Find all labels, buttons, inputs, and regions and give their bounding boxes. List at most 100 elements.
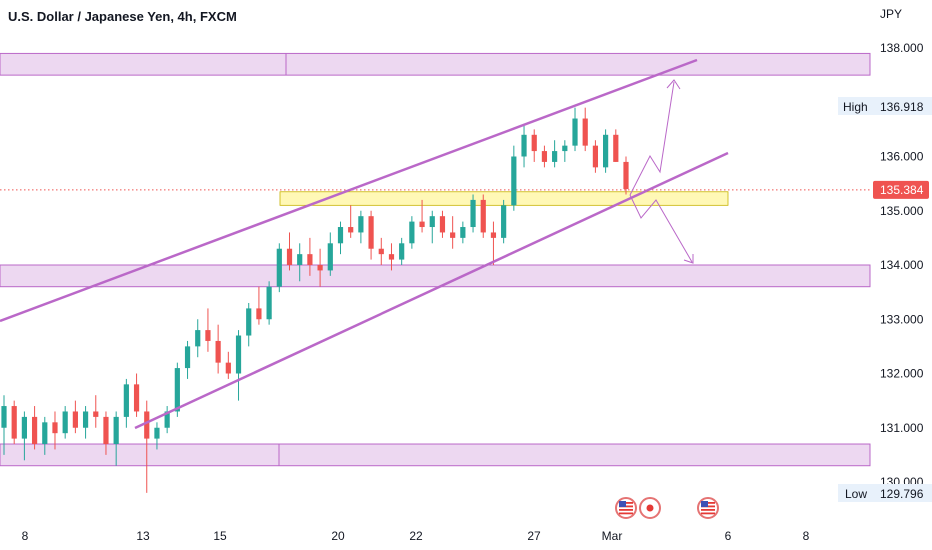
candle xyxy=(368,210,374,260)
flag-stripe xyxy=(701,512,715,515)
candle-body xyxy=(266,286,272,320)
overlays xyxy=(629,79,694,264)
candle xyxy=(552,140,558,168)
candle-body xyxy=(541,151,548,162)
candle-body xyxy=(184,346,191,369)
last-price-tag xyxy=(873,180,929,199)
resistance-zone xyxy=(0,443,871,467)
candle xyxy=(613,129,619,162)
candle-body xyxy=(511,156,517,206)
candle-body xyxy=(623,161,629,190)
candle-body xyxy=(113,416,119,445)
candle-body xyxy=(450,232,456,238)
candle xyxy=(82,406,89,439)
candle-body xyxy=(562,145,568,152)
candle-body xyxy=(521,134,527,157)
candle xyxy=(123,378,129,428)
flag-stripe xyxy=(619,512,633,515)
candle xyxy=(409,216,415,249)
candle-body xyxy=(337,227,344,244)
bullish-projection-path xyxy=(629,81,675,196)
flag-stripe xyxy=(619,509,633,511)
high-value: 136.918 xyxy=(880,100,924,114)
low-value-bg xyxy=(876,484,932,502)
upper-channel-line xyxy=(0,58,698,323)
candle xyxy=(439,210,446,238)
low-label-bg xyxy=(838,484,876,502)
candle-body xyxy=(388,254,395,260)
candle-body xyxy=(21,416,27,439)
y-tick-label: 131.000 xyxy=(880,421,924,435)
candle xyxy=(490,221,497,265)
candle xyxy=(541,145,548,168)
candle-body xyxy=(327,243,333,271)
y-tick-label: 136.000 xyxy=(880,150,924,164)
price-badges: High 136.918 Low 129.796 135.384 xyxy=(838,97,932,502)
candle xyxy=(297,243,303,282)
us-event-icon[interactable] xyxy=(697,497,719,519)
candle-body xyxy=(399,243,405,260)
resistance-zone xyxy=(0,52,871,76)
currency-label: JPY xyxy=(880,7,902,21)
candle-body xyxy=(603,134,609,168)
us-event-icon[interactable] xyxy=(615,497,637,519)
candle-body xyxy=(297,254,303,265)
candle xyxy=(460,221,466,244)
candle xyxy=(144,400,150,493)
candle xyxy=(215,324,221,374)
candle xyxy=(317,248,323,287)
candle xyxy=(623,156,629,195)
candle-body xyxy=(348,227,354,233)
candle-body xyxy=(439,216,446,233)
candle-body xyxy=(613,134,619,162)
candle xyxy=(103,411,109,455)
candle xyxy=(184,340,191,379)
candle-body xyxy=(154,427,160,439)
channel-lines xyxy=(0,58,729,430)
candle-body xyxy=(368,216,374,249)
event-icons[interactable] xyxy=(615,497,719,519)
candle-body xyxy=(358,216,364,233)
candle xyxy=(286,232,293,271)
candle-body xyxy=(572,118,578,146)
candle-body xyxy=(582,118,588,146)
last-price-value: 135.384 xyxy=(880,183,924,197)
price-zones xyxy=(0,52,871,467)
candle-body xyxy=(205,330,211,341)
candle xyxy=(1,395,7,455)
candle xyxy=(470,194,476,233)
japan-event-icon[interactable] xyxy=(639,497,661,519)
candle xyxy=(450,216,456,249)
candle-body xyxy=(490,232,497,238)
candle-body xyxy=(31,416,38,445)
candle-body xyxy=(592,145,599,168)
candle xyxy=(307,237,313,276)
bearish-projection-path xyxy=(629,194,693,263)
candle xyxy=(521,123,527,168)
candle xyxy=(511,145,517,211)
candle-body xyxy=(480,199,486,233)
x-axis: 8 13 15 20 22 27 Mar 6 8 xyxy=(22,529,810,543)
bearish-arrowhead xyxy=(683,254,694,264)
y-tick-label: 135.000 xyxy=(880,204,924,218)
candle-body xyxy=(62,411,68,434)
chart-title: U.S. Dollar / Japanese Yen, 4h, FXCM xyxy=(8,9,237,24)
candle xyxy=(42,416,48,455)
candle xyxy=(31,406,38,450)
candle xyxy=(358,210,364,244)
candle-body xyxy=(531,134,537,152)
candle-body xyxy=(246,308,252,336)
candle xyxy=(327,232,333,276)
candle-body xyxy=(256,308,262,320)
candle-body xyxy=(164,411,170,428)
x-tick-label: 8 xyxy=(22,529,29,543)
high-label: High xyxy=(843,100,868,114)
candle xyxy=(164,406,170,434)
candle-body xyxy=(93,411,99,417)
candle xyxy=(501,199,507,244)
candle xyxy=(154,422,160,450)
candle xyxy=(72,400,78,434)
candle-body xyxy=(52,422,58,434)
candle-body xyxy=(103,416,109,445)
